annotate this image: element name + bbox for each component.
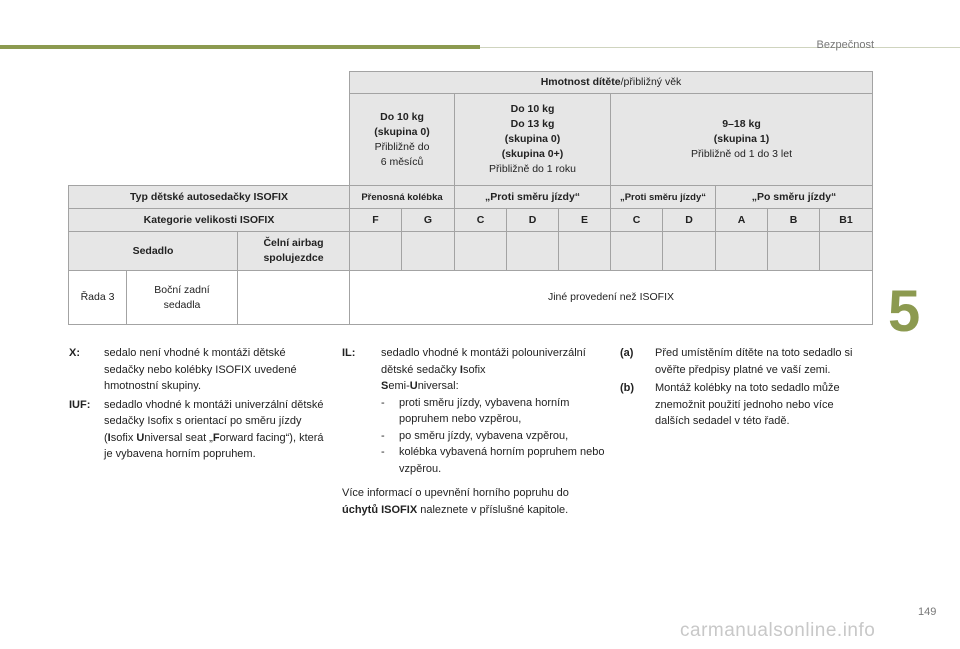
il-item: - kolébka vybavená horním popruhem nebo v…: [381, 446, 605, 475]
il-item: - proti směru jízdy, vybavena horním popr…: [381, 396, 570, 426]
empty-cell: [401, 231, 455, 271]
airbag-label: Čelní airbag spolujezdce: [237, 231, 350, 271]
category-cell: C: [454, 208, 507, 232]
empty-cell: [819, 231, 873, 271]
empty-cell: [715, 231, 768, 271]
empty-cell: [558, 231, 611, 271]
type-cell: „Proti směru jízdy“: [610, 185, 716, 209]
page-number: 149: [918, 606, 937, 618]
empty-cell: [610, 231, 663, 271]
category-cell: A: [715, 208, 768, 232]
watermark: carmanualsonline.info: [680, 620, 876, 641]
row-label: Řada 3: [68, 270, 127, 325]
note-il: IL: sedadlo vhodné k montáži polouniverz…: [342, 345, 607, 477]
category-cell: E: [558, 208, 611, 232]
type-cell: „Proti směru jízdy“: [454, 185, 611, 209]
note-x: X: sedalo není vhodné k montáži dětské se…: [69, 347, 297, 392]
type-cell: „Po směru jízdy“: [715, 185, 873, 209]
empty-cell: [767, 231, 820, 271]
notes-col-1: X: sedalo není vhodné k montáži dětské se…: [69, 345, 329, 463]
blank-cell: [69, 72, 349, 185]
category-cell: F: [349, 208, 402, 232]
notes-col-2: IL: sedadlo vhodné k montáži polouniverz…: [342, 345, 607, 518]
category-cell: B: [767, 208, 820, 232]
notes-col-3: (a) Před umístěním dítěte na toto sedadlo…: [620, 345, 870, 430]
section-title: Bezpečnost: [816, 39, 874, 51]
il-item: - po směru jízdy, vybavena vzpěrou,: [381, 429, 569, 442]
seat-position: Boční zadní sedadla: [126, 270, 238, 325]
empty-cell: [662, 231, 716, 271]
category-cell: B1: [819, 208, 873, 232]
seat-label: Sedadlo: [68, 231, 238, 271]
category-cell: D: [662, 208, 716, 232]
category-cell: G: [401, 208, 455, 232]
isofix-table: Hmotnost dítěte/přibližný věk Do 10 kg (s…: [68, 71, 873, 325]
weight-header: Hmotnost dítěte/přibližný věk: [349, 71, 873, 94]
note-iuf: IUF: sedadlo vhodné k montáži univerzální…: [69, 398, 324, 461]
header-accent-bar: [0, 45, 480, 49]
airbag-cell: [237, 270, 350, 325]
group-1: 9–18 kg (skupina 1) Přibližně od 1 do 3 le…: [610, 93, 873, 186]
category-label: Kategorie velikosti ISOFIX: [68, 208, 350, 232]
group-0: Do 10 kg (skupina 0) Přibližně do 6 měsíců: [349, 93, 455, 186]
empty-cell: [349, 231, 402, 271]
group-0plus: Do 10 kg Do 13 kg (skupina 0) (skupina 0+) P…: [454, 93, 611, 186]
header-rule: [480, 47, 960, 48]
note-b: (b) Montáž kolébky na toto sedadlo může z…: [620, 382, 840, 427]
empty-cell: [454, 231, 507, 271]
note-a: (a) Před umístěním dítěte na toto sedadlo…: [620, 347, 853, 376]
more-info: Více informací o upevnění horního popruh…: [342, 487, 569, 516]
empty-cell: [506, 231, 559, 271]
row3-value: Jiné provedení než ISOFIX: [349, 270, 873, 325]
chapter-number: 5: [888, 279, 921, 344]
type-cell: Přenosná kolébka: [349, 185, 455, 209]
category-cell: D: [506, 208, 559, 232]
type-label: Typ dětské autosedačky ISOFIX: [68, 185, 350, 209]
category-cell: C: [610, 208, 663, 232]
